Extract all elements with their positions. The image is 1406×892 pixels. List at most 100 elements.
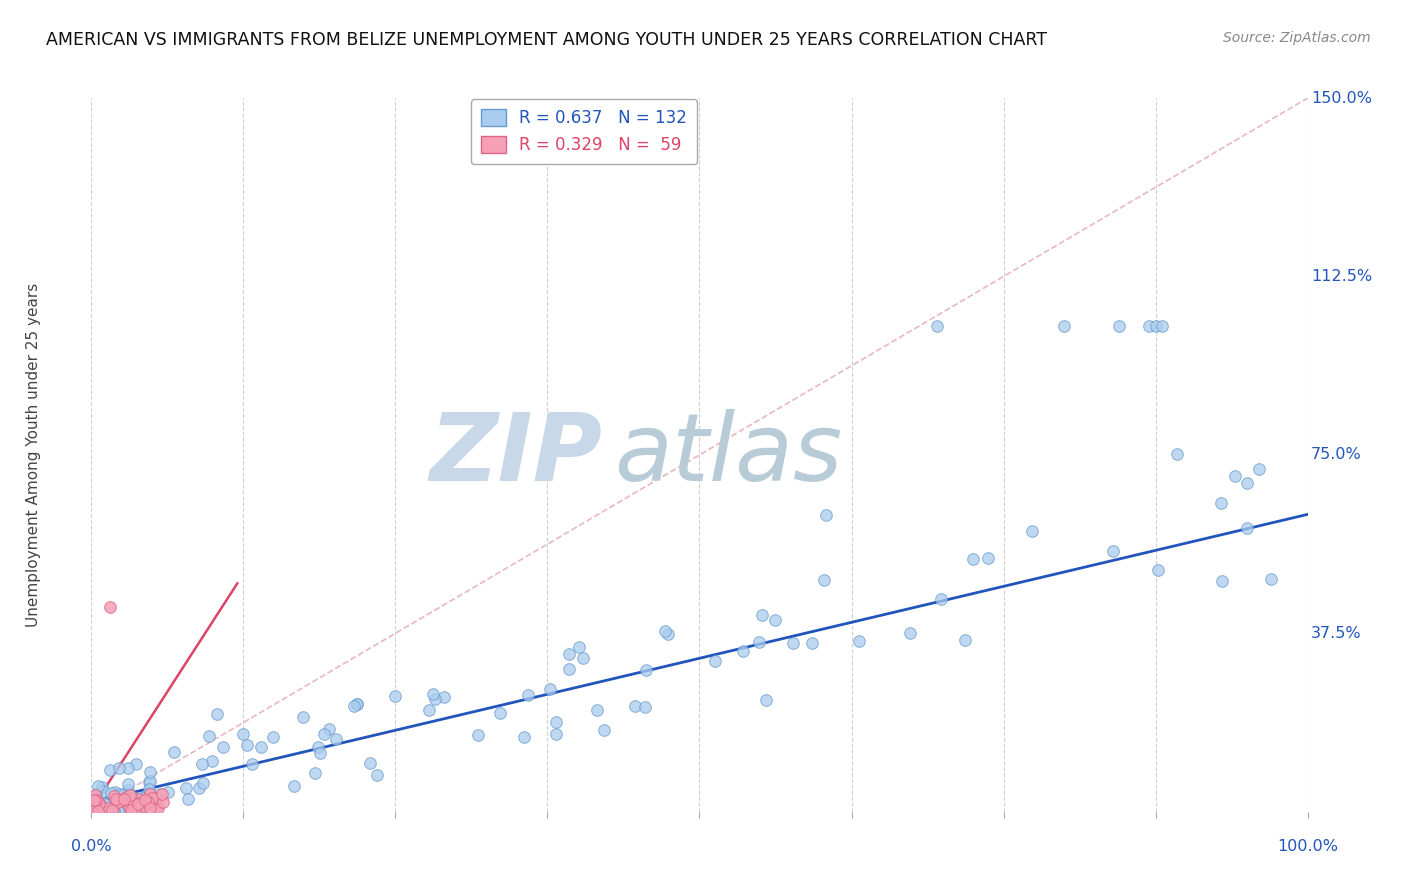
Text: atlas: atlas (614, 409, 842, 500)
Point (157, 785, 180, 799)
Point (117, 761, 139, 775)
Point (117, 783, 139, 797)
Point (105, 794, 128, 808)
Point (236, 738, 259, 752)
Point (346, 698, 368, 712)
Point (962, 552, 984, 566)
Point (138, 781, 160, 796)
Point (1166, 447, 1188, 461)
Point (84, 797, 107, 812)
Point (112, 804, 135, 818)
Text: 100.0%: 100.0% (1277, 838, 1339, 854)
Point (384, 690, 406, 704)
Point (97, 801, 120, 815)
Point (128, 792, 150, 806)
Point (120, 795, 142, 809)
Point (1053, 319, 1076, 334)
Point (1146, 563, 1168, 577)
Point (1102, 543, 1125, 558)
Point (100, 787, 122, 801)
Point (86, 793, 108, 807)
Point (120, 804, 142, 818)
Point (132, 799, 155, 814)
Point (138, 801, 160, 815)
Point (422, 687, 444, 701)
Point (558, 662, 581, 676)
Point (139, 774, 162, 789)
Point (93, 796, 115, 810)
Point (955, 633, 977, 648)
Text: ZIP: ZIP (429, 409, 602, 501)
Point (558, 648, 581, 662)
Point (318, 723, 340, 737)
Point (517, 688, 540, 702)
Point (83, 804, 105, 818)
Point (83, 804, 105, 818)
Point (731, 643, 754, 657)
Point (782, 636, 804, 650)
Point (163, 745, 186, 759)
Point (118, 789, 141, 803)
Point (538, 681, 561, 696)
Point (87, 804, 110, 818)
Point (546, 715, 568, 730)
Point (433, 690, 456, 705)
Point (118, 799, 141, 814)
Text: 0.0%: 0.0% (72, 838, 111, 854)
Point (366, 768, 388, 782)
Text: AMERICAN VS IMMIGRANTS FROM BELIZE UNEMPLOYMENT AMONG YOUTH UNDER 25 YEARS CORRE: AMERICAN VS IMMIGRANTS FROM BELIZE UNEMP… (46, 31, 1047, 49)
Point (104, 792, 127, 806)
Point (1260, 572, 1282, 586)
Point (124, 804, 146, 818)
Point (149, 787, 172, 801)
Text: 150.0%: 150.0% (1312, 91, 1372, 105)
Point (84, 799, 107, 814)
Point (87, 797, 110, 811)
Point (108, 761, 131, 775)
Point (657, 627, 679, 641)
Point (925, 319, 948, 334)
Point (425, 691, 447, 706)
Point (418, 703, 440, 717)
Point (86, 788, 108, 802)
Point (98, 804, 121, 818)
Point (1236, 475, 1258, 490)
Point (103, 789, 125, 803)
Point (250, 740, 273, 755)
Text: 37.5%: 37.5% (1312, 626, 1362, 640)
Point (262, 730, 284, 744)
Point (118, 787, 141, 801)
Point (292, 710, 315, 724)
Point (90, 802, 112, 816)
Point (141, 791, 163, 805)
Point (636, 664, 658, 678)
Point (108, 793, 131, 807)
Point (112, 792, 135, 806)
Point (94, 797, 117, 812)
Point (188, 780, 211, 795)
Point (801, 636, 824, 650)
Point (104, 784, 127, 798)
Point (89, 797, 111, 811)
Point (139, 765, 162, 780)
Point (571, 650, 593, 665)
Point (343, 699, 366, 714)
Legend: R = 0.637   N = 132, R = 0.329   N =  59: R = 0.637 N = 132, R = 0.329 N = 59 (471, 99, 697, 164)
Point (312, 726, 335, 740)
Point (929, 591, 952, 606)
Point (101, 802, 124, 816)
Point (83, 793, 105, 807)
Text: Source: ZipAtlas.com: Source: ZipAtlas.com (1223, 31, 1371, 45)
Point (231, 726, 253, 740)
Point (586, 703, 609, 717)
Point (107, 796, 129, 810)
Point (120, 792, 142, 806)
Point (815, 508, 838, 522)
Point (91, 800, 114, 814)
Point (467, 728, 489, 742)
Point (90, 804, 112, 818)
Point (139, 791, 162, 805)
Point (136, 796, 159, 810)
Point (117, 794, 139, 808)
Point (177, 792, 200, 806)
